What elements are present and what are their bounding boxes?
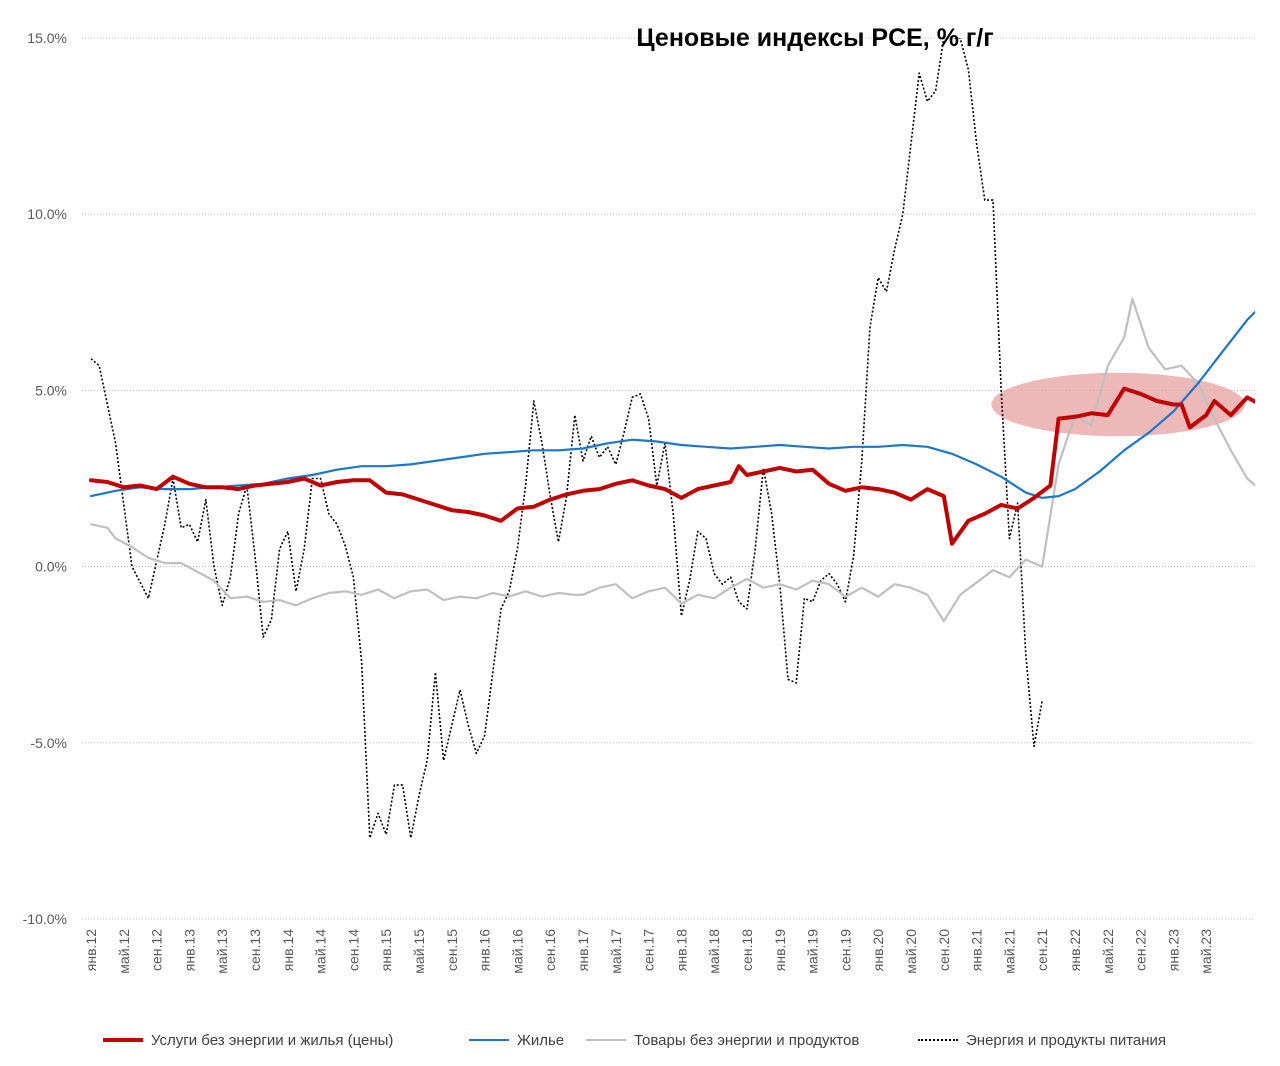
x-tick-label: сен.14: [345, 929, 361, 971]
x-tick-label: сен.13: [247, 929, 263, 971]
x-tick-label: май.14: [313, 929, 329, 974]
legend-label: Жилье: [517, 1031, 565, 1049]
legend-label: Товары без энергии и продуктов: [634, 1031, 860, 1049]
legend-label: Энергия и продукты питания: [966, 1031, 1167, 1049]
legend-swatch: [103, 1038, 143, 1042]
y-tick-label: 5.0%: [35, 382, 67, 398]
legend-swatch: [918, 1039, 958, 1041]
x-tick-label: сен.20: [936, 929, 952, 971]
legend: Услуги без энергии и жилья (цены) Жилье То…: [0, 1026, 1280, 1056]
x-tick-label: май.15: [411, 929, 427, 974]
x-tick-label: май.19: [805, 929, 821, 974]
chart-title: Ценовые индексы PCE, % г/г: [636, 24, 993, 52]
x-tick-label: май.21: [1001, 929, 1017, 974]
x-tick-label: янв.20: [870, 929, 886, 971]
x-tick-label: май.17: [608, 929, 624, 974]
x-axis-ticks: янв.12 май.12 сен.12 янв.13 май.13 сен.13 янв.…: [83, 929, 1214, 974]
x-tick-label: янв.18: [673, 929, 689, 971]
x-tick-label: сен.12: [149, 929, 165, 971]
y-tick-label: -10.0%: [23, 911, 67, 927]
x-tick-label: май.12: [116, 929, 132, 974]
x-tick-label: сен.15: [444, 929, 460, 971]
highlight-ellipse: [991, 372, 1245, 437]
series-line-1: [89, 310, 1255, 499]
x-tick-label: янв.12: [83, 929, 99, 971]
x-tick-label: янв.19: [772, 929, 788, 971]
y-axis-ticks: 15.0% 10.0% 5.0% 0.0% -5.0% -10.0%: [23, 30, 67, 927]
legend-item: Энергия и продукты питания: [918, 1026, 1166, 1054]
legend-swatch: [586, 1039, 626, 1041]
x-tick-label: май.20: [903, 929, 919, 974]
x-tick-label: сен.22: [1133, 929, 1149, 971]
series-line-0: [89, 386, 1255, 546]
legend-item: Товары без энергии и продуктов: [586, 1026, 859, 1054]
x-tick-label: май.16: [509, 929, 525, 974]
legend-swatch: [469, 1039, 509, 1041]
x-tick-label: май.13: [214, 929, 230, 974]
series-layer: [89, 38, 1255, 839]
chart-canvas: 15.0% 10.0% 5.0% 0.0% -5.0% -10.0% янв.12 май.…: [23, 24, 1255, 974]
x-tick-label: янв.21: [969, 929, 985, 971]
x-tick-label: янв.16: [477, 929, 493, 971]
x-tick-label: май.18: [706, 929, 722, 974]
legend-label: Услуги без энергии и жилья (цены): [151, 1031, 394, 1049]
x-tick-label: янв.23: [1165, 929, 1181, 971]
x-tick-label: янв.15: [378, 929, 394, 971]
x-tick-label: сен.16: [542, 929, 558, 971]
x-tick-label: янв.13: [181, 929, 197, 971]
y-tick-label: -5.0%: [30, 735, 67, 751]
x-tick-label: сен.21: [1034, 929, 1050, 971]
x-tick-label: янв.22: [1067, 929, 1083, 971]
x-tick-label: сен.19: [837, 929, 853, 971]
x-tick-label: сен.18: [739, 929, 755, 971]
x-tick-label: янв.17: [575, 929, 591, 971]
series-line-3: [90, 38, 1043, 839]
highlight-layer: [991, 372, 1245, 437]
x-tick-label: сен.17: [641, 929, 657, 971]
y-tick-label: 10.0%: [27, 206, 67, 222]
series-line-2: [89, 297, 1255, 623]
x-tick-label: май.23: [1198, 929, 1214, 974]
legend-item: Жилье: [469, 1026, 564, 1054]
y-tick-label: 0.0%: [35, 559, 67, 575]
x-tick-label: май.22: [1100, 929, 1116, 974]
legend-item: Услуги без энергии и жилья (цены): [103, 1026, 393, 1054]
x-tick-label: янв.14: [280, 929, 296, 971]
y-tick-label: 15.0%: [27, 30, 67, 46]
